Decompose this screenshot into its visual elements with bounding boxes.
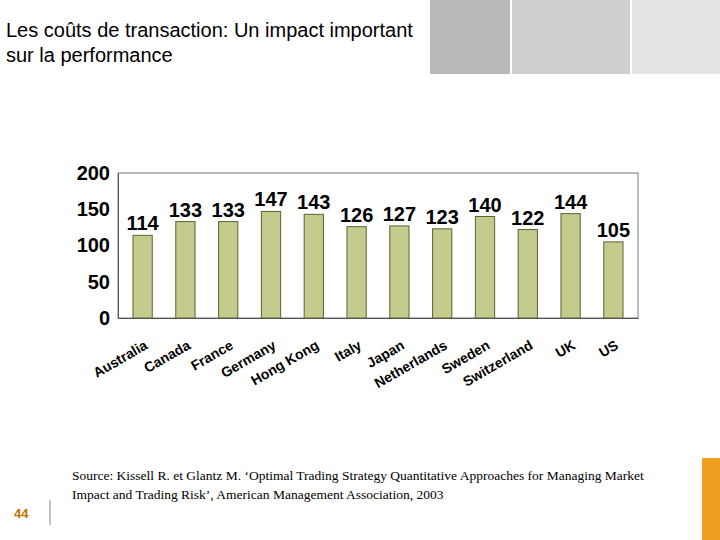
bars: [133, 211, 623, 318]
data-label: 122: [511, 207, 544, 229]
x-tick-label: Canada: [141, 337, 193, 376]
bar: [433, 229, 452, 318]
y-tick: 200: [77, 162, 118, 184]
data-labels: 114 133 133 147 143 126 127 123 140 122 144 105: [126, 188, 630, 240]
separator: [50, 500, 51, 525]
x-tick: UK: [553, 318, 579, 361]
canvas: 0 50 100 150 200 AustraliaCanadaFranceGermany…: [0, 0, 720, 540]
data-label: 143: [297, 191, 330, 213]
y-tick: 50: [88, 271, 118, 293]
x-tick-label: Italy: [332, 337, 364, 365]
data-label: 144: [554, 191, 588, 213]
slide: {"chart_data": {"type": "bar", "title": …: [0, 0, 720, 540]
x-tick-label: UK: [553, 337, 579, 361]
accent-strip: [702, 458, 720, 540]
bar: [390, 226, 409, 318]
x-tick: Netherlands: [372, 318, 450, 391]
data-label: 133: [212, 199, 245, 221]
bar: [261, 211, 280, 318]
bar: [176, 222, 195, 318]
bar: [475, 217, 494, 319]
x-axis-line: [119, 318, 639, 319]
bar: [604, 242, 623, 318]
y-tick: 100: [77, 234, 118, 256]
header-photo: [512, 0, 630, 74]
x-tick-label: US: [596, 337, 621, 361]
data-label: 105: [597, 219, 630, 241]
y-tick-label: 0: [99, 307, 110, 329]
header-photo: [632, 0, 720, 74]
data-label: 127: [383, 203, 416, 225]
x-tick: US: [596, 318, 621, 360]
y-tick: 150: [77, 198, 118, 220]
x-tick: Italy: [332, 318, 364, 365]
bar: [518, 230, 537, 318]
source: Source: Kissell R. et Glantz M. ‘Optimal…: [72, 466, 662, 504]
x-tick-label: Australia: [90, 337, 150, 381]
y-axis: 0 50 100 150 200: [77, 162, 119, 329]
y-tick: 0: [99, 307, 118, 329]
bar: [347, 227, 366, 318]
bar: [561, 214, 580, 318]
data-label: 133: [169, 199, 202, 221]
y-tick-label: 100: [77, 234, 110, 256]
x-axis: AustraliaCanadaFranceGermanyHong KongIta…: [90, 318, 638, 391]
title: Les coûts de transaction: Un impact impo…: [6, 18, 426, 68]
y-tick-label: 50: [88, 271, 110, 293]
data-label: 114: [126, 212, 159, 234]
x-tick: Australia: [90, 318, 150, 381]
bar: [133, 235, 152, 318]
x-tick: Hong Kong: [248, 318, 321, 388]
plot-frame: [118, 173, 638, 318]
page-number: 44: [14, 506, 28, 521]
x-tick-label: Switzerland: [460, 337, 535, 390]
x-tick: Switzerland: [460, 318, 535, 389]
data-label: 126: [340, 204, 373, 226]
bar: [219, 222, 238, 318]
data-label: 123: [426, 206, 459, 228]
data-label: 140: [468, 194, 501, 216]
header-photo: [430, 0, 510, 74]
x-tick-label: Hong Kong: [248, 337, 321, 389]
data-label: 147: [254, 188, 287, 210]
x-tick: Canada: [141, 318, 193, 376]
y-tick-label: 200: [77, 162, 110, 184]
y-axis-line: [118, 174, 119, 319]
y-tick-label: 150: [77, 198, 110, 220]
bar: [304, 214, 323, 318]
